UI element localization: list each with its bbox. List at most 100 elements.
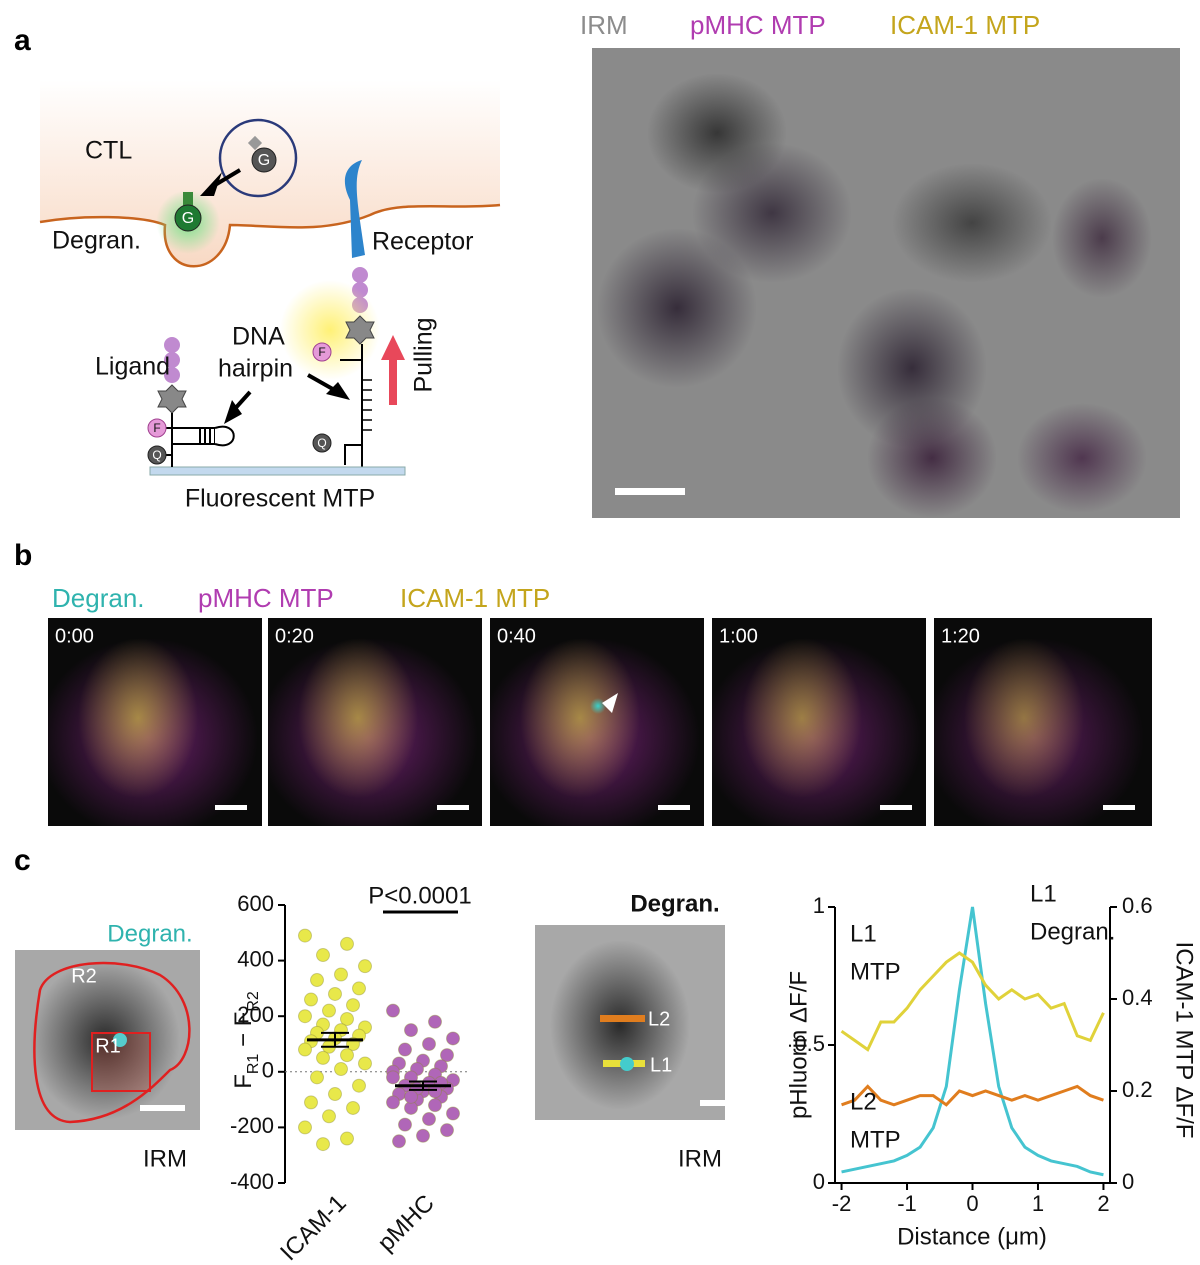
y-tick-label: 0 [262, 1058, 274, 1083]
label-part: R1 [245, 1054, 262, 1075]
data-point [358, 959, 372, 974]
fluorophore-dot [147, 418, 167, 438]
star [157, 384, 187, 414]
line-roi [600, 1015, 645, 1022]
quencher-dot [147, 445, 167, 465]
label: Pulling [410, 317, 438, 392]
degranulation-spot [620, 1057, 634, 1071]
label: Receptor [372, 228, 473, 256]
data-point [416, 1128, 430, 1143]
data-point [352, 1078, 366, 1093]
data-point [322, 1003, 336, 1018]
data-point [316, 948, 330, 963]
series-label: Degran. [1030, 918, 1115, 945]
vesicle [218, 118, 298, 198]
data-point [422, 1112, 436, 1127]
series-label: MTP [850, 1126, 901, 1153]
arrowhead [224, 400, 242, 424]
data-point [398, 1042, 412, 1057]
data-point [298, 1120, 312, 1135]
y-tick-label: -200 [230, 1113, 274, 1138]
arrowhead-marker [602, 693, 618, 713]
bead [164, 337, 180, 353]
series-line [840, 951, 1105, 1052]
scale-bar [700, 1100, 742, 1106]
data-point [392, 1134, 406, 1149]
data-point [440, 1123, 454, 1138]
time-label: 0:40 [497, 625, 536, 647]
data-point [298, 1009, 312, 1024]
image-title: Degran. [630, 890, 719, 917]
y2-tick-label: 0.2 [1122, 1077, 1153, 1102]
y2-tick-label: 0 [1122, 1169, 1134, 1194]
series-label: L1 [1030, 880, 1057, 907]
star [345, 315, 375, 345]
fluorophore-dot [312, 342, 332, 362]
data-point [316, 1137, 330, 1152]
y-tick-label: 200 [237, 1002, 274, 1027]
data-point [398, 1117, 412, 1132]
label-part: R2 [245, 991, 262, 1012]
y-axis-label: FR1 − FR2 [230, 991, 261, 1089]
data-point [346, 998, 360, 1013]
data-point [352, 981, 366, 996]
arrowhead [381, 335, 405, 360]
degranulation-spot [113, 1033, 127, 1047]
label: hairpin [218, 355, 293, 383]
series-label: L2 [850, 1088, 877, 1115]
membrane [39, 203, 501, 268]
label: G [182, 210, 194, 227]
data-point [404, 1023, 418, 1038]
x-tick-label: 0 [966, 1191, 978, 1216]
data-point [440, 1048, 454, 1063]
label: G [258, 152, 270, 169]
surface [149, 466, 406, 476]
legend-entry: pMHC MTP [198, 583, 334, 613]
legend-entry: Degran. [52, 583, 145, 613]
x-axis-label: Distance (μm) [897, 1223, 1047, 1250]
image-caption: IRM [678, 1145, 722, 1172]
label: Q [317, 436, 326, 450]
scale-bar [658, 805, 690, 810]
scale-bar [880, 805, 912, 810]
data-point [328, 1087, 342, 1102]
data-point [340, 936, 354, 951]
y2-tick-label: 0.6 [1122, 893, 1153, 918]
data-point [386, 1070, 400, 1085]
data-point [428, 1014, 442, 1029]
glow [280, 280, 380, 380]
data-point [310, 973, 324, 988]
data-point [298, 1042, 312, 1057]
data-point [298, 928, 312, 943]
y-tick-label: 400 [237, 946, 274, 971]
data-point [334, 1062, 348, 1077]
scale-bar [140, 1105, 185, 1111]
data-point [404, 1089, 418, 1104]
legend-entry: IRM [580, 10, 628, 40]
x-tick-label: ICAM-1 [275, 1190, 352, 1265]
y2-axis-label: ICAM-1 MTP ΔF/F [1171, 942, 1198, 1139]
data-point [322, 1109, 336, 1124]
legend-entry: ICAM-1 MTP [400, 583, 550, 613]
frame-image [490, 618, 704, 826]
label: F [153, 421, 160, 435]
time-label: 1:20 [941, 625, 980, 647]
x-tick-label: 1 [1032, 1191, 1044, 1216]
panel-label: a [14, 24, 31, 57]
caption: Fluorescent MTP [185, 485, 375, 513]
vesicle-marker [251, 147, 277, 173]
image-caption: IRM [143, 1145, 187, 1172]
quencher-dot [312, 433, 332, 453]
data-point [446, 1106, 460, 1121]
label: CTL [85, 137, 132, 165]
y-tick-label: -400 [230, 1169, 274, 1194]
label: F [318, 345, 325, 359]
stick [247, 135, 263, 151]
scale-bar [215, 805, 247, 810]
annotation: P<0.0001 [368, 882, 471, 909]
bead [164, 367, 180, 383]
series-line [841, 906, 1104, 1177]
series-line [841, 1084, 1104, 1107]
region-label: R1 [95, 1035, 121, 1057]
